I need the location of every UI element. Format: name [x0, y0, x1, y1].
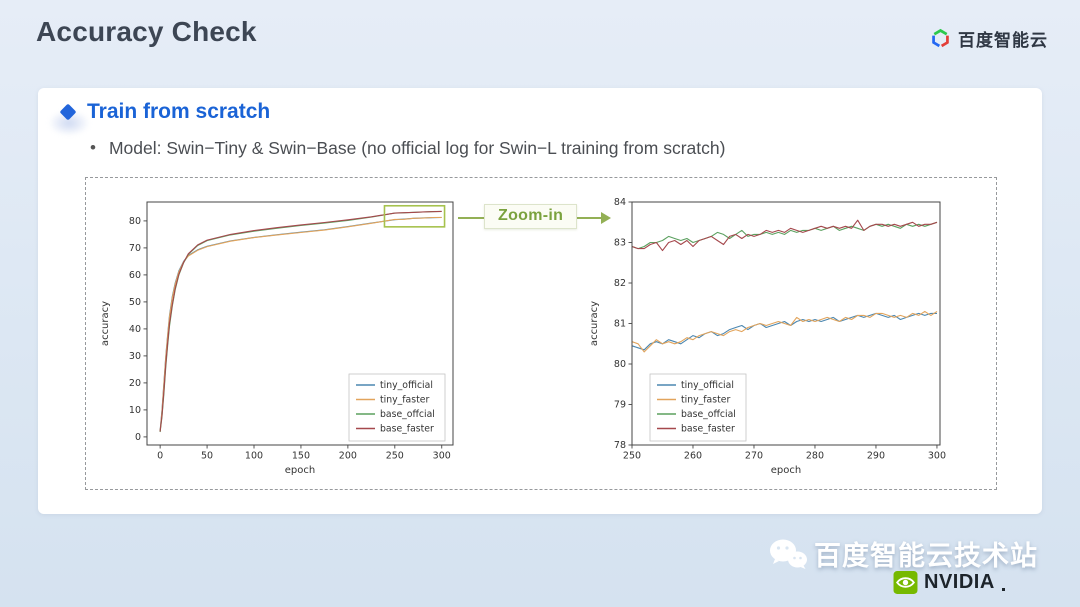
- full-training-accuracy-chart: 0 50 100 150 200 250 300 0 10 20 30 40 50 60 70 80 epoch…: [95, 188, 467, 482]
- svg-text:70: 70: [129, 243, 141, 254]
- series-base_faster: [631, 219, 938, 252]
- page-title: Accuracy Check: [36, 16, 257, 47]
- series-lines: [159, 210, 442, 433]
- x-axis-label: epoch: [771, 465, 801, 476]
- chart-svg: 0 50 100 150 200 250 300 0 10 20 30 40 50 60 70 80 epoch…: [100, 201, 454, 476]
- series-tiny_faster: [159, 216, 442, 432]
- svg-text:250: 250: [386, 451, 404, 462]
- y-axis-ticks: 78 79 80 81 82 83 84: [614, 197, 632, 451]
- svg-text:79: 79: [614, 400, 626, 411]
- model-bullet-text: Model: Swin−Tiny & Swin−Base (no officia…: [108, 138, 726, 158]
- svg-text:260: 260: [684, 451, 702, 462]
- x-axis-ticks: 250 260 270 280 290 300: [623, 445, 946, 462]
- svg-text:100: 100: [245, 451, 263, 462]
- svg-text:80: 80: [614, 359, 626, 370]
- charts-dashed-frame: [85, 177, 997, 490]
- svg-text:300: 300: [928, 451, 946, 462]
- series-base_faster: [159, 210, 442, 432]
- nvidia-trademark-dot: [1001, 588, 1005, 591]
- svg-text:tiny_faster: tiny_faster: [681, 395, 730, 406]
- svg-text:290: 290: [867, 451, 885, 462]
- svg-text:50: 50: [129, 297, 141, 308]
- svg-text:10: 10: [129, 405, 141, 416]
- svg-text:81: 81: [614, 319, 626, 330]
- svg-text:60: 60: [129, 270, 141, 281]
- svg-text:base_faster: base_faster: [681, 424, 735, 435]
- section-heading: Train from scratch: [87, 100, 271, 123]
- y-axis-label: accuracy: [100, 301, 111, 346]
- series-lines: [631, 219, 938, 353]
- svg-text:base_faster: base_faster: [380, 424, 434, 435]
- diamond-bullet-icon: [59, 103, 77, 121]
- svg-text:base_offcial: base_offcial: [380, 409, 435, 420]
- svg-text:0: 0: [157, 451, 163, 462]
- y-axis-ticks: 0 10 20 30 40 50 60 70 80: [129, 216, 147, 443]
- chart-svg: 250 260 270 280 290 300 78 79 80 81 82 83 84 epoch acc…: [589, 197, 946, 476]
- content-card: [38, 88, 1042, 514]
- y-axis-label: accuracy: [589, 301, 600, 346]
- svg-text:84: 84: [614, 197, 626, 208]
- series-tiny_official: [631, 312, 937, 351]
- wechat-icon: [770, 539, 807, 569]
- plot-border: [146, 201, 454, 446]
- baidu-cloud-logo: 百度智能云: [930, 26, 1048, 51]
- series-tiny_faster: [631, 310, 938, 353]
- svg-text:40: 40: [129, 324, 141, 335]
- x-axis-ticks: 0 50 100 150 200 250 300: [157, 445, 451, 462]
- nvidia-eye-icon: [893, 571, 918, 594]
- svg-text:250: 250: [623, 451, 641, 462]
- svg-text:200: 200: [339, 451, 357, 462]
- svg-text:base_offcial: base_offcial: [681, 409, 736, 420]
- svg-text:tiny_official: tiny_official: [380, 380, 433, 391]
- wechat-channel-brand: 百度智能云技术站: [768, 534, 1038, 573]
- zoom-highlight-box: [383, 204, 446, 228]
- nvidia-logo: NVIDIA: [893, 570, 1005, 595]
- baidu-cloud-wordmark: 百度智能云: [958, 31, 1048, 50]
- zoomed-accuracy-chart: 250 260 270 280 290 300 78 79 80 81 82 83 84 epoch acc…: [584, 188, 952, 482]
- nvidia-wordmark: NVIDIA: [924, 571, 995, 593]
- svg-text:30: 30: [129, 351, 141, 362]
- svg-text:tiny_official: tiny_official: [681, 380, 734, 391]
- zoom-in-arrowhead-icon: [601, 212, 611, 224]
- baidu-cloud-hexagon-icon: [932, 28, 949, 48]
- legend: tiny_official tiny_faster base_offcialbase…: [649, 373, 747, 442]
- svg-text:270: 270: [745, 451, 763, 462]
- svg-text:0: 0: [135, 432, 141, 443]
- zoom-in-label: Zoom-in: [484, 204, 578, 229]
- svg-text:20: 20: [129, 378, 141, 389]
- section-heading-row: Train from scratch: [59, 100, 271, 124]
- svg-text:150: 150: [292, 451, 310, 462]
- svg-text:300: 300: [433, 451, 451, 462]
- svg-text:280: 280: [806, 451, 824, 462]
- svg-text:78: 78: [614, 440, 626, 451]
- svg-text:82: 82: [614, 278, 626, 289]
- bullet-dot: •: [90, 138, 96, 157]
- legend: tiny_official tiny_faster base_offcialbase…: [348, 373, 446, 442]
- series-base_offcial: [631, 221, 938, 250]
- svg-text:tiny_faster: tiny_faster: [380, 395, 429, 406]
- model-bullet-row: • Model: Swin−Tiny & Swin−Base (no offic…: [90, 136, 725, 160]
- svg-text:83: 83: [614, 238, 626, 249]
- x-axis-label: epoch: [285, 465, 315, 476]
- wechat-channel-name: 百度智能云技术站: [814, 541, 1038, 571]
- svg-text:50: 50: [201, 451, 213, 462]
- svg-text:80: 80: [129, 216, 141, 227]
